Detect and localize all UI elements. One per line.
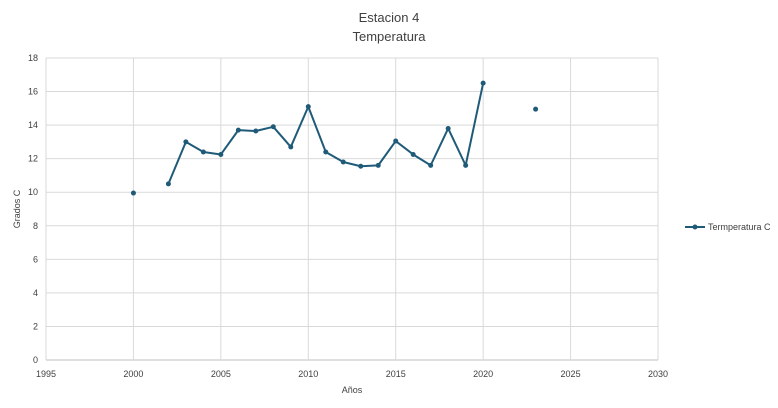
- x-tick-label: 2020: [473, 369, 493, 379]
- data-point: [480, 80, 486, 86]
- y-tick-label: 6: [33, 254, 38, 264]
- data-point: [463, 162, 469, 168]
- y-tick-label: 0: [33, 355, 38, 365]
- y-tick-label: 4: [33, 288, 38, 298]
- legend-swatch-marker: [692, 224, 698, 230]
- x-tick-label: 2000: [123, 369, 143, 379]
- data-point: [340, 159, 346, 165]
- y-axis-ticks: 0 2 4 6 8 10 12 14 16 18: [28, 53, 38, 365]
- y-axis-label: Grados C: [12, 189, 22, 228]
- data-point: [410, 151, 416, 157]
- data-point: [393, 138, 399, 144]
- legend: Termperatura C: [685, 222, 771, 232]
- x-tick-label: 2005: [211, 369, 231, 379]
- data-point: [253, 128, 259, 134]
- data-point: [288, 144, 294, 150]
- data-point: [270, 124, 276, 130]
- data-point: [130, 190, 136, 196]
- data-point: [305, 104, 311, 110]
- y-tick-label: 10: [28, 187, 38, 197]
- y-tick-label: 18: [28, 53, 38, 63]
- x-tick-label: 1995: [36, 369, 56, 379]
- data-point: [165, 181, 171, 187]
- data-point: [445, 125, 451, 131]
- y-tick-label: 8: [33, 221, 38, 231]
- y-tick-label: 2: [33, 321, 38, 331]
- y-tick-label: 14: [28, 120, 38, 130]
- data-point: [200, 149, 206, 155]
- gridlines: [45, 57, 659, 361]
- data-point: [533, 106, 539, 112]
- data-point: [183, 139, 189, 145]
- series-line: [167, 82, 485, 185]
- y-tick-label: 16: [28, 87, 38, 97]
- chart-title: Estacion 4: [359, 10, 420, 25]
- data-point: [218, 151, 224, 157]
- x-tick-label: 2010: [298, 369, 318, 379]
- series-layer: [130, 80, 539, 196]
- x-axis-ticks: 1995 2000 2005 2010 2015 2020 2025 2030: [36, 369, 668, 379]
- y-tick-label: 12: [28, 154, 38, 164]
- x-tick-label: 2015: [386, 369, 406, 379]
- data-point: [323, 149, 329, 155]
- x-axis-label: Años: [342, 385, 363, 395]
- chart-subtitle: Temperatura: [353, 29, 427, 44]
- data-point: [358, 163, 364, 169]
- x-tick-label: 2025: [561, 369, 581, 379]
- data-point: [428, 162, 434, 168]
- legend-entry-label: Termperatura C: [708, 222, 771, 232]
- data-point: [235, 127, 241, 133]
- x-tick-label: 2030: [648, 369, 668, 379]
- data-point: [375, 162, 381, 168]
